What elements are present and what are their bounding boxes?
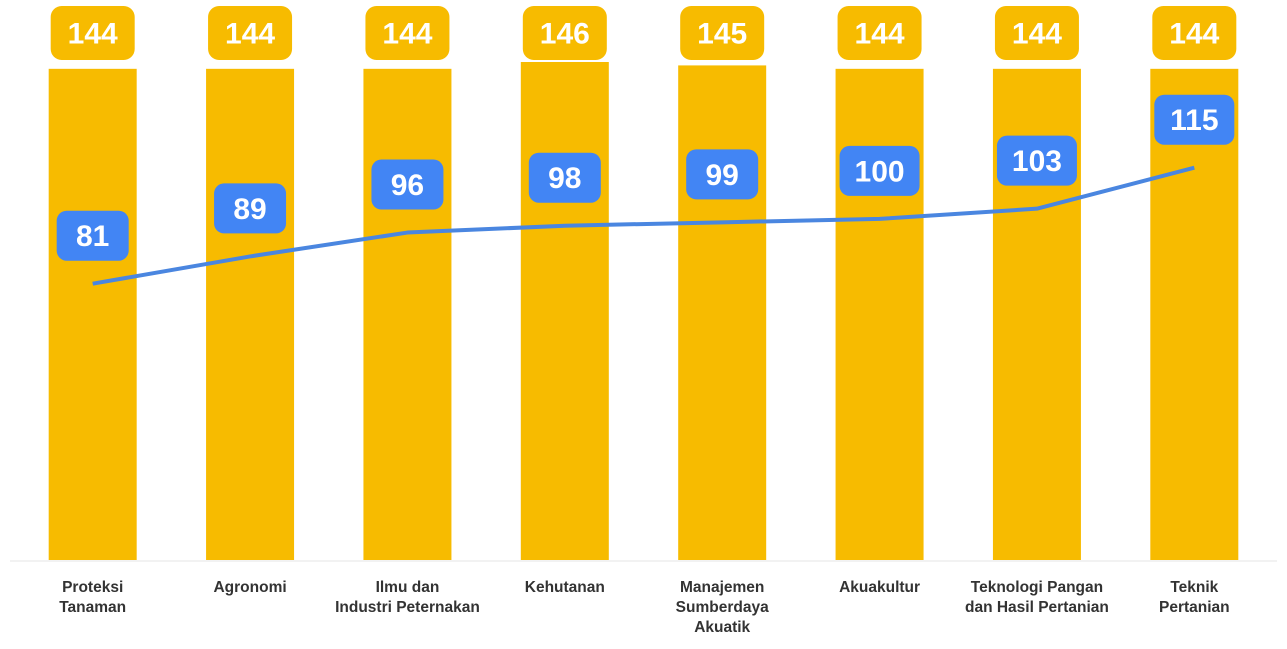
value-label: 96 — [391, 169, 424, 202]
value-label: 145 — [697, 18, 747, 51]
x-tick-label: Manajemen Sumberdaya Akuatik — [675, 579, 769, 636]
bar — [1150, 68, 1239, 561]
bar — [363, 68, 452, 561]
value-label-box — [208, 6, 293, 60]
value-label-box — [680, 6, 765, 60]
value-label-box — [686, 149, 759, 200]
value-label-box — [996, 135, 1077, 186]
value-label: 89 — [233, 193, 266, 226]
bar — [206, 68, 295, 561]
value-label-box — [214, 183, 287, 234]
x-tick-label: Proteksi Tanaman — [59, 579, 127, 616]
value-label: 99 — [706, 159, 739, 192]
value-label-box — [50, 6, 135, 60]
value-label-box — [1152, 6, 1237, 60]
value-label: 100 — [855, 155, 905, 188]
x-tick-label: Agronomi — [213, 579, 287, 596]
x-tick-label: Teknik Pertanian — [1158, 579, 1230, 616]
value-label: 144 — [382, 18, 432, 51]
value-label: 144 — [855, 18, 905, 51]
value-label-box — [1154, 94, 1235, 145]
value-label: 103 — [1012, 145, 1062, 178]
value-label: 144 — [68, 18, 118, 51]
value-label: 144 — [1169, 18, 1219, 51]
bar — [520, 62, 609, 560]
value-label: 98 — [548, 162, 581, 195]
x-tick-label: Kehutanan — [524, 579, 605, 596]
x-tick-label: Akuakultur — [839, 579, 921, 596]
line — [92, 165, 1195, 286]
value-label-box — [56, 210, 129, 261]
value-label-box — [837, 6, 922, 60]
value-label-box — [522, 6, 607, 60]
bar — [678, 65, 767, 561]
x-tick-label: Teknologi Pangan dan Hasil Pertanian — [965, 579, 1109, 616]
bar — [48, 68, 137, 561]
value-label: 146 — [540, 18, 590, 51]
bar — [835, 68, 924, 561]
value-label-box — [371, 159, 444, 210]
value-label: 115 — [1170, 104, 1218, 137]
value-label-box — [839, 145, 920, 196]
value-label-box — [528, 152, 601, 203]
value-label: 144 — [1012, 18, 1062, 51]
value-label-box — [365, 6, 450, 60]
x-tick-label: Ilmu dan Industri Peternakan — [335, 579, 480, 616]
value-label: 81 — [76, 220, 109, 253]
value-label-box — [994, 6, 1079, 60]
value-label: 144 — [225, 18, 275, 51]
